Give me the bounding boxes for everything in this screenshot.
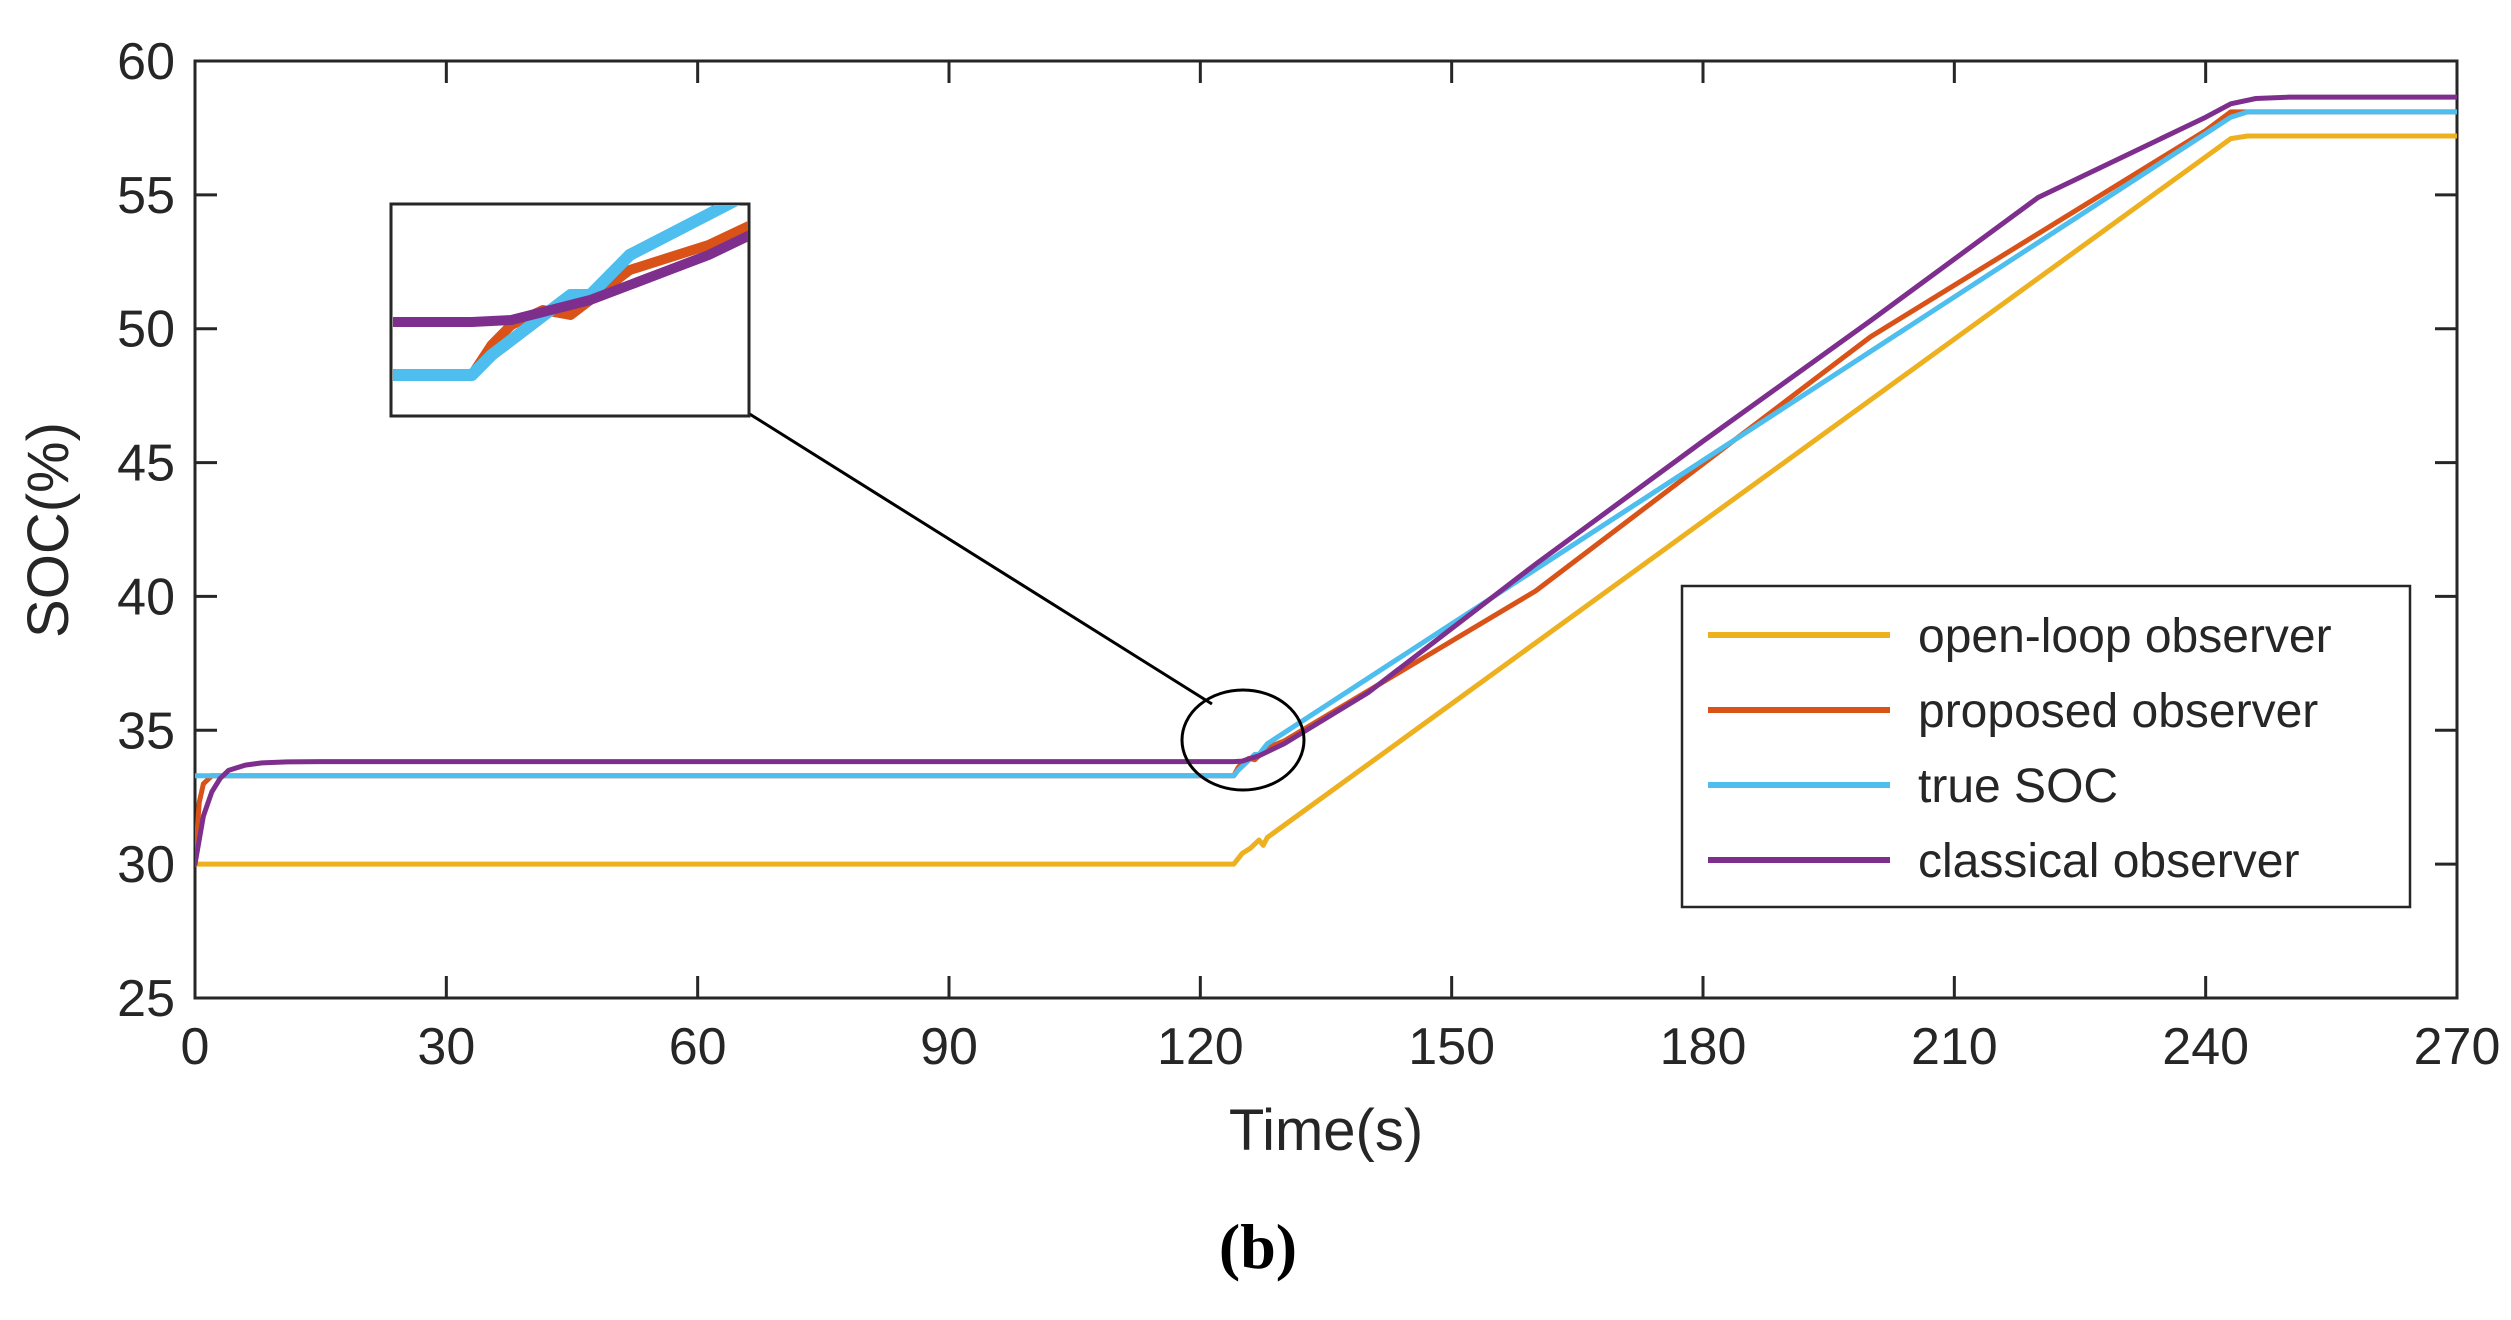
- inset-series-line-2: [393, 205, 740, 381]
- zoom-highlight-ellipse: [1180, 688, 1306, 792]
- y-axis-label: SOC(%): [16, 422, 81, 638]
- x-tick-label: 30: [417, 1018, 475, 1076]
- legend-label-3: classical observer: [1918, 835, 2299, 888]
- x-tick-label: 210: [1911, 1018, 1998, 1076]
- legend-label-0: open-loop observer: [1918, 610, 2332, 663]
- series-line-0: [195, 133, 2457, 867]
- y-tick-label: 55: [117, 167, 175, 225]
- y-axis-tick-labels: 25 30 35 40 45 50 55 60: [117, 33, 175, 1028]
- legend-label-2: true SOC: [1918, 760, 2118, 813]
- x-axis-label: Time(s): [1229, 1098, 1423, 1163]
- x-tick-label: 120: [1157, 1018, 1244, 1076]
- x-tick-label: 240: [2162, 1018, 2249, 1076]
- series-group: [195, 94, 2457, 867]
- legend: open-loop observer proposed observer true …: [1708, 610, 2332, 888]
- series-line-3: [195, 94, 2457, 867]
- legend-box: [1680, 584, 2412, 909]
- x-tick-label: 270: [2414, 1018, 2501, 1076]
- y-tick-label: 60: [117, 33, 175, 91]
- y-tick-label: 40: [117, 568, 175, 626]
- inset-series-line-3: [393, 230, 748, 327]
- figure-caption: (b): [1219, 1211, 1297, 1282]
- y-tick-label: 45: [117, 435, 175, 493]
- plot-frame: [193, 59, 2459, 1000]
- zoom-connector-line: [747, 411, 1213, 706]
- y-tick-label: 50: [117, 301, 175, 359]
- y-tick-label: 25: [117, 970, 175, 1028]
- x-tick-label: 60: [669, 1018, 727, 1076]
- x-tick-label: 150: [1408, 1018, 1495, 1076]
- x-tick-label: 90: [920, 1018, 978, 1076]
- inset-zoom-plot: [393, 205, 748, 381]
- legend-label-1: proposed observer: [1918, 685, 2318, 738]
- y-axis-ticks: [195, 59, 2457, 1000]
- x-axis-tick-labels: 0 30 60 90 120 150 180 210 240 270: [181, 1018, 2501, 1076]
- x-tick-label: 0: [181, 1018, 210, 1076]
- y-tick-label: 30: [117, 836, 175, 894]
- y-tick-label: 35: [117, 702, 175, 760]
- x-axis-ticks: [193, 61, 2459, 998]
- x-tick-label: 180: [1660, 1018, 1747, 1076]
